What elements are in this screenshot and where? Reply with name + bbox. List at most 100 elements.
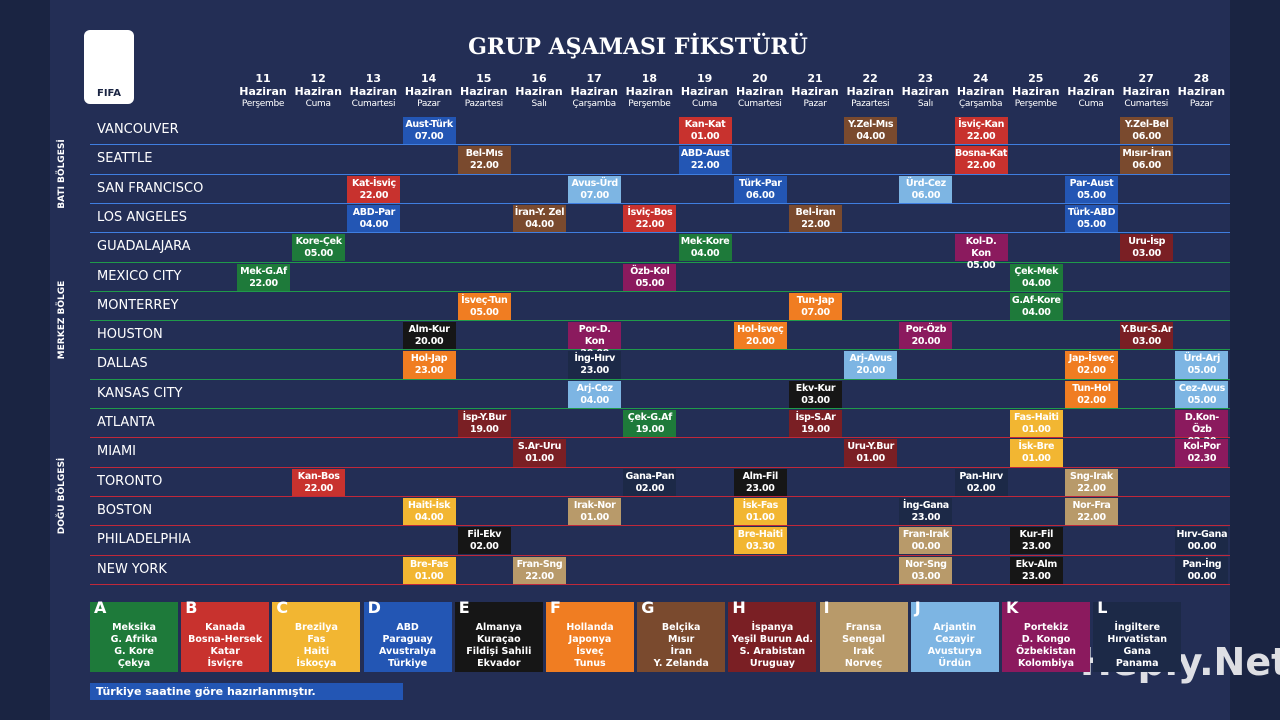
match-teams: Hol-İsveç — [737, 324, 784, 336]
match-time: 22.00 — [690, 160, 720, 172]
match-time: 05.00 — [470, 306, 499, 318]
match-time: 07.00 — [580, 189, 609, 201]
city-name: SAN FRANCISCO — [97, 180, 204, 196]
row-line — [90, 144, 1230, 146]
match-time: 05.00 — [1187, 394, 1217, 406]
match: İsviç-Kan 22.00 — [954, 117, 1008, 145]
match: Fran-Irak 00.00 — [899, 527, 953, 555]
group-team: Katar — [210, 646, 240, 657]
match-teams: Fas-Haiti — [1013, 412, 1059, 423]
city-name: MONTERREY — [97, 297, 179, 313]
match: Ürd-Arj 05.00 — [1175, 351, 1229, 379]
group-team: İngiltere — [1114, 622, 1161, 633]
match: İng-Hırv 23.00 — [568, 351, 622, 379]
group-team: Ekvador — [477, 658, 521, 669]
match: Arj-Avus 20.00 — [844, 351, 898, 379]
row-line — [90, 466, 1230, 468]
match-teams: Özb-Kol — [630, 265, 670, 277]
match: İng-Gana 23.00 — [899, 497, 953, 526]
match-time: 02.00 — [1077, 394, 1106, 406]
date-day: 15 — [476, 72, 492, 85]
match: ABD-Par 04.00 — [347, 204, 401, 233]
match-teams: Kan-Kat — [684, 119, 726, 130]
date-month: Haziran — [1012, 85, 1060, 98]
match: Mek-G.Af 22.00 — [237, 263, 290, 291]
date-day: 13 — [365, 72, 382, 85]
group-box: H İspanya Yeşil Burun Ad. S. Arabistan Urugu… — [728, 598, 817, 672]
match: D.Kon-Özb02.30 — [1175, 410, 1229, 447]
match: İsk-Fas 01.00 — [733, 497, 787, 526]
match-time: 05.00 — [1077, 189, 1106, 201]
match-teams: Mısır-İran — [1122, 148, 1172, 160]
match-time: 19.00 — [635, 424, 665, 435]
date-weekday: Cumartesi — [351, 99, 396, 109]
match: Fil-Ekv 02.00 — [457, 527, 511, 555]
group-team: Belçika — [661, 622, 701, 633]
row-line — [90, 202, 1230, 204]
match-teams: Kore-Çek — [295, 236, 342, 248]
group-letter: K — [1006, 598, 1019, 617]
match-teams: Türk-ABD — [1067, 206, 1116, 218]
match-time: 22.00 — [966, 131, 996, 142]
date-header: 24 Haziran Çarşamba — [953, 72, 1009, 111]
group-team: Haiti — [303, 646, 330, 657]
match: Y.Zel-Mıs 04.00 — [844, 117, 898, 145]
match: Bre-Haiti 03.30 — [733, 527, 787, 555]
group-team: Avusturya — [927, 646, 982, 657]
date-day: 19 — [696, 72, 713, 85]
date-header: 18 Haziran Perşembe — [621, 72, 677, 111]
match-time: 04.00 — [414, 511, 444, 523]
group-teams: Hollanda Japonya İsveç Tunus — [546, 602, 634, 670]
match-time: 00.00 — [1187, 570, 1217, 582]
group-box: C Brezilya Fas Haiti İskoçya — [272, 600, 361, 672]
city-name: ATLANTA — [97, 415, 155, 430]
match-time: 03.00 — [911, 570, 941, 582]
match-time: 04.00 — [690, 248, 720, 260]
match: İran-Y. Zel 04.00 — [513, 204, 566, 233]
match-time: 03.30 — [746, 541, 775, 553]
match-teams: Y.Zel-Bel — [1124, 119, 1169, 130]
match-teams: İsp-Y.Bur — [462, 412, 507, 423]
group-team: Mısır — [668, 634, 695, 645]
date-header: 19 Haziran Cuma — [677, 72, 733, 111]
match-teams: Kan-Bos — [297, 470, 340, 482]
match-teams: İsk-Bre — [1018, 441, 1055, 453]
match-teams: Irak-Nor — [573, 499, 616, 511]
match-time: 22.00 — [801, 218, 830, 230]
match-teams: Par-Aust — [1069, 177, 1114, 189]
group-team: ABD — [396, 622, 419, 633]
match-time: 00.00 — [911, 541, 941, 553]
match-teams: Türk-Par — [738, 177, 782, 189]
group-team: G. Kore — [114, 646, 154, 657]
match: Gana-Pan 02.00 — [623, 468, 677, 496]
date-weekday: Cuma — [1078, 99, 1104, 109]
group-teams: Arjantin Cezayir Avusturya Ürdün — [911, 602, 999, 670]
group-box: E Almanya Kuraçao Fildişi Sahili Ekvador — [454, 600, 543, 672]
row-line — [90, 495, 1230, 497]
date-weekday: Perşembe — [1014, 99, 1057, 109]
date-day: 14 — [420, 72, 437, 85]
date-month: Haziran — [239, 85, 287, 98]
group-team: Almanya — [475, 622, 522, 633]
match-teams: Alm-Fil — [742, 470, 779, 482]
group-letter: H — [732, 598, 746, 617]
match-time: 04.00 — [359, 218, 389, 230]
group-letter: J — [914, 598, 921, 617]
date-month: Haziran — [404, 85, 453, 98]
city-name: MEXICO CITY — [97, 268, 182, 284]
match: Nor-Sng 03.00 — [899, 556, 953, 584]
group-team: İspanya — [751, 622, 794, 633]
match-teams: ABD-Aust — [680, 148, 730, 160]
group-team: Türkiye — [387, 658, 428, 669]
match: Çek-G.Af 19.00 — [623, 410, 677, 438]
row-line — [90, 290, 1230, 292]
match: Y.Bur-S.Ar 03.00 — [1120, 322, 1174, 350]
match: Kol-D. Kon 05.00 — [954, 234, 1008, 271]
group-box: B Kanada Bosna-Hersek Katar İsviçre — [181, 600, 270, 672]
group-team: Hollanda — [566, 622, 614, 633]
group-letter: G — [641, 598, 655, 617]
date-weekday: Pazar — [803, 99, 827, 109]
match-time: 22.00 — [470, 160, 499, 172]
match-time: 02.30 — [1187, 453, 1217, 465]
